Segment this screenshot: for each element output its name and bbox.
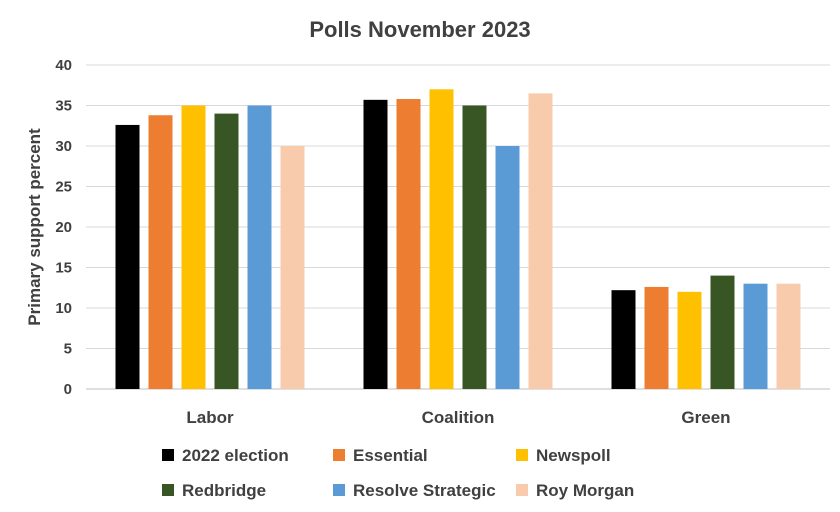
bar-green-resolve-strategic: [743, 283, 768, 389]
bar-green-roy-morgan: [776, 283, 801, 389]
bars: [115, 89, 801, 390]
bar-green-2022-election: [611, 290, 636, 389]
bar-coalition-essential: [396, 99, 421, 390]
legend-label: Newspoll: [536, 446, 611, 465]
bar-coalition-2022-election: [363, 99, 388, 389]
x-category-label: Coalition: [422, 408, 495, 427]
y-tick-label: 0: [64, 381, 72, 398]
bar-green-newspoll: [677, 291, 702, 389]
y-tick-label: 15: [55, 260, 72, 277]
legend-label: Resolve Strategic: [353, 481, 496, 500]
legend-swatch: [333, 484, 345, 496]
legend-label: 2022 election: [182, 446, 289, 465]
bar-labor-2022-election: [115, 124, 140, 389]
y-tick-label: 5: [64, 341, 72, 358]
legend-label: Redbridge: [182, 481, 266, 500]
y-tick-label: 25: [55, 179, 72, 196]
bar-labor-roy-morgan: [280, 146, 305, 389]
y-axis-title: Primary support percent: [25, 128, 44, 326]
bar-coalition-redbridge: [462, 105, 487, 389]
gridlines: [86, 64, 830, 390]
legend-swatch: [333, 449, 345, 461]
x-axis-categories: Labor Coalition Green: [186, 408, 730, 427]
bar-coalition-roy-morgan: [528, 93, 553, 389]
bar-coalition-newspoll: [429, 89, 454, 390]
legend-label: Roy Morgan: [536, 481, 634, 500]
bar-labor-resolve-strategic: [247, 105, 272, 389]
bar-green-redbridge: [710, 275, 735, 389]
y-tick-label: 40: [55, 57, 72, 74]
y-tick-label: 20: [55, 219, 72, 236]
y-tick-label: 10: [55, 300, 72, 317]
legend: 2022 election Essential Newspoll Redbridge R…: [162, 446, 634, 500]
bar-green-essential: [644, 286, 669, 389]
y-axis-ticks: 0 5 10 15 20 25 30 35 40: [55, 57, 72, 398]
legend-swatch: [516, 449, 528, 461]
legend-swatch: [162, 484, 174, 496]
y-tick-label: 35: [55, 98, 72, 115]
bar-labor-redbridge: [214, 113, 239, 389]
legend-label: Essential: [353, 446, 428, 465]
bar-coalition-resolve-strategic: [495, 146, 520, 389]
x-category-label: Green: [681, 408, 730, 427]
bar-labor-newspoll: [181, 105, 206, 389]
legend-swatch: [516, 484, 528, 496]
chart-title: Polls November 2023: [309, 17, 530, 42]
bar-labor-essential: [148, 115, 173, 389]
x-category-label: Labor: [186, 408, 234, 427]
legend-swatch: [162, 449, 174, 461]
y-tick-label: 30: [55, 138, 72, 155]
